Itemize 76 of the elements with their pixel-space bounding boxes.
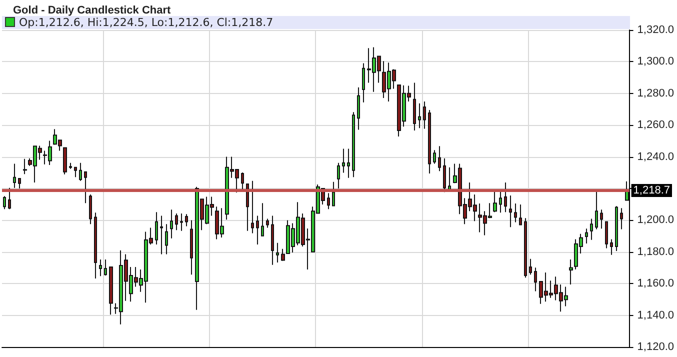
candlestick [276,242,279,264]
candlestick [23,158,27,175]
candlestick [18,178,21,189]
candlestick [180,213,183,232]
candlestick [615,206,618,252]
candlestick [13,163,16,188]
candlestick [524,218,527,278]
candlestick [165,224,168,255]
candlestick [423,100,426,130]
y-tick-label: 1,300.0 [637,56,674,68]
candlestick [155,212,158,245]
candlestick [428,110,431,174]
candlestick [266,218,269,228]
candlestick [271,215,274,266]
candlestick [600,209,603,230]
candlestick [332,181,335,206]
y-tick-label: 1,240.0 [637,150,674,163]
candlestick [569,259,573,286]
candlestick [256,215,259,245]
candlestick [529,258,532,276]
y-tick-label: 1,260.0 [637,119,674,132]
candlestick [438,146,441,172]
candlestick [185,214,188,227]
candlestick [362,62,365,103]
candlestick [8,187,11,210]
candlestick [281,248,285,262]
candlestick [69,162,72,170]
candlestick [89,194,92,225]
candlestick [590,218,593,240]
candlestick [74,166,77,178]
y-tick-label: 1,280.0 [637,87,674,100]
candlestick [585,228,588,244]
candlestick [357,86,360,130]
candlestick [84,171,87,204]
candlestick [509,194,512,228]
candlestick [413,82,416,131]
candlestick [519,204,522,226]
candlestick [104,259,107,276]
candlestick [251,180,254,234]
candlestick [261,202,264,236]
candlestick [190,220,193,276]
y-tick-label: 1,120.0 [637,341,674,353]
candlestick [79,162,82,182]
candlestick [109,266,113,316]
candlestick [534,267,537,292]
candlestick [433,150,436,164]
candlestick [610,238,613,256]
candlestick [175,213,178,231]
candlestick [499,190,502,214]
candlestick [352,112,355,178]
candlestick [504,182,507,213]
candlestick [327,192,330,210]
y-tick-label: 1,160.0 [637,278,674,290]
candlestick [3,196,6,210]
candlestick [514,203,517,223]
candlestick [160,215,163,255]
candlestick [337,162,340,189]
chart-title: Gold - Daily Candlestick Chart [13,4,172,16]
candlestick [246,184,249,232]
y-tick-label: 1,320.0 [637,24,674,36]
candlestick [605,221,608,249]
text: Op:1,212.6, Hi:1,224.5, Lo:1,212.6, Cl:1,218.7 [19,16,274,29]
y-tick-label: 1,200.0 [637,214,674,226]
candlestick [99,259,102,277]
y-tick-label: 1,140.0 [637,309,674,322]
candlestick [347,148,350,178]
candlestick [342,148,345,174]
candlestick [94,212,97,280]
candlestick [418,102,421,129]
candlestick [493,190,497,213]
ref-line-label: 1,218.7 [633,184,670,197]
candlestick [63,147,67,175]
candlestick [448,166,451,191]
y-tick-label: 1,180.0 [637,246,674,258]
candlestick [170,209,173,239]
candlestick [620,208,623,230]
